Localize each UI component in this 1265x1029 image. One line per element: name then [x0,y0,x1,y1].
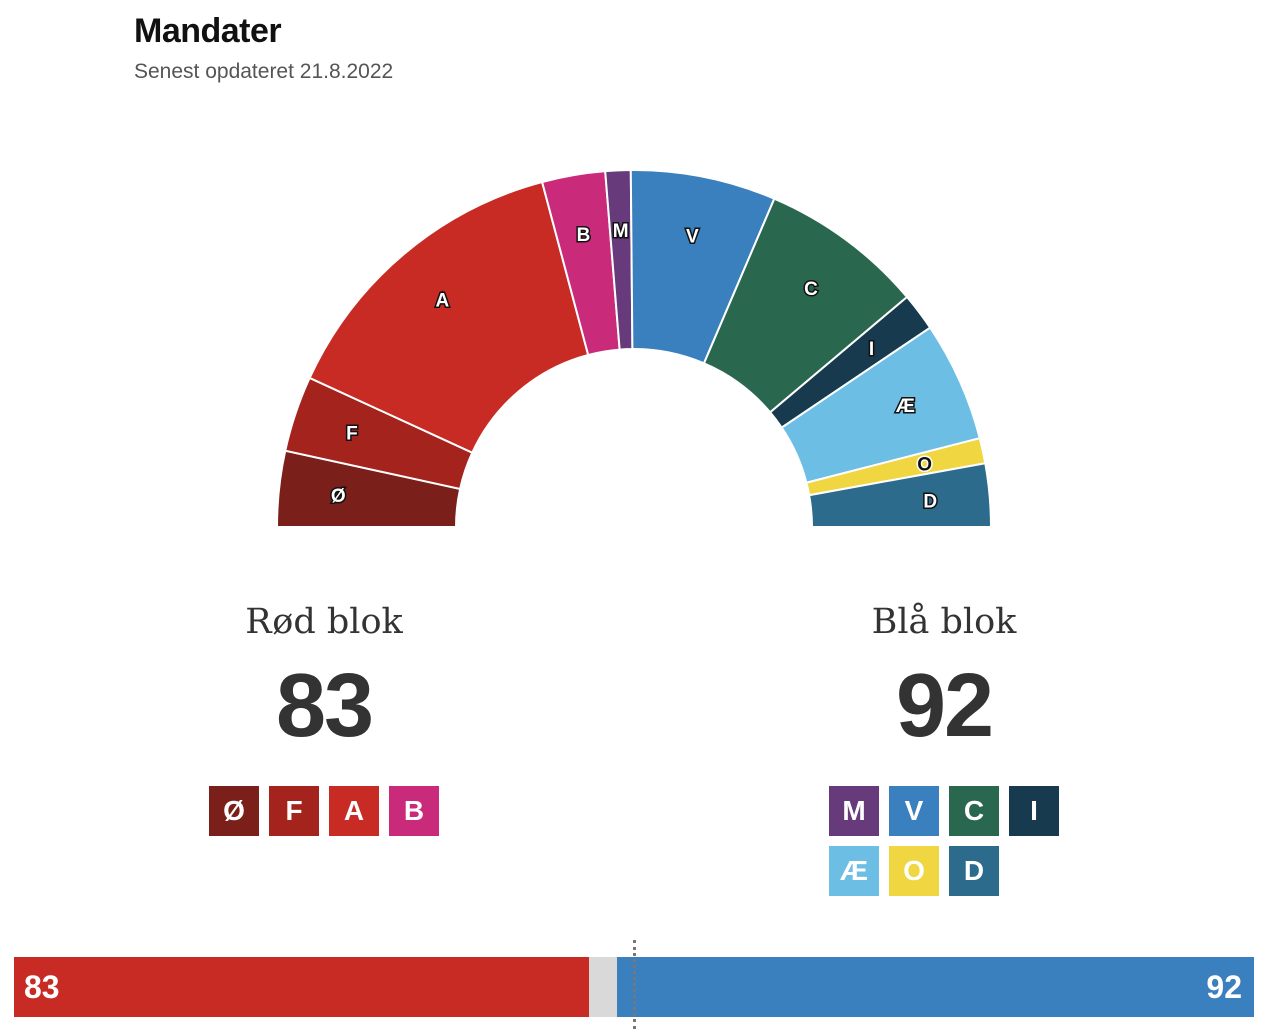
party-segment-label-7: I [869,339,874,360]
red-party-chip-1: F [269,786,319,836]
majority-line [633,940,636,1029]
party-segment-label-6: C [804,279,818,300]
seat-majority-bar: 83 92 [14,957,1254,1017]
blue-block-bar-segment [616,957,1254,1017]
party-segment-10 [807,462,993,528]
party-segment-label-10: D [923,491,937,512]
red-block-name: Rød blok [245,602,403,642]
blue-party-chip-4: Æ [829,846,879,896]
red-block-bar-segment [14,957,589,1017]
chart-title: Mandater [134,12,282,50]
party-segment-label-9: O [917,454,932,475]
blue-bar-label: 92 [1206,969,1242,1005]
blue-party-chip-0: M [829,786,879,836]
red-party-chip-2: A [329,786,379,836]
blue-block-seat-count: 92 [895,656,994,756]
red-bar-label: 83 [24,969,60,1005]
updated-timestamp: Senest opdateret 21.8.2022 [134,60,394,83]
red-block-seat-count: 83 [275,656,374,756]
party-segment-label-4: M [613,221,629,242]
blue-block-name: Blå blok [871,602,1017,642]
undecided-bar-segment [588,957,617,1017]
party-segment-label-3: B [577,225,591,246]
red-party-chip-3: B [389,786,439,836]
party-segment-label-5: V [686,226,699,247]
party-segment-2 [308,180,590,454]
blue-party-chip-2: C [949,786,999,836]
party-segment-label-2: A [435,290,449,311]
seat-half-donut-chart: Ø F A B M V C I Æ OD [275,169,993,528]
blue-party-chip-5: O [889,846,939,896]
party-segment-label-1: F [346,424,358,445]
red-party-chip-0: Ø [209,786,259,836]
party-segment-label-8: Æ [896,396,915,417]
blue-party-chip-3: I [1009,786,1059,836]
blue-party-chip-6: D [949,846,999,896]
party-segment-label-0: Ø [331,486,346,507]
blue-party-chip-1: V [889,786,939,836]
